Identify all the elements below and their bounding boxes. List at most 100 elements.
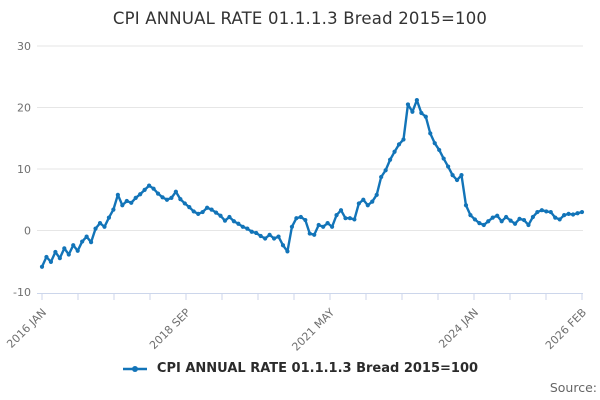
series-point[interactable] xyxy=(370,199,375,204)
series-point[interactable] xyxy=(227,214,232,220)
series-point[interactable] xyxy=(276,234,281,239)
series-point[interactable] xyxy=(93,226,98,231)
series-point[interactable] xyxy=(111,207,116,212)
series-point[interactable] xyxy=(570,212,576,217)
series-point[interactable] xyxy=(356,201,361,206)
series-point[interactable] xyxy=(423,114,428,119)
series-point[interactable] xyxy=(405,102,411,107)
series-point[interactable] xyxy=(414,98,419,103)
series-point[interactable] xyxy=(454,177,460,183)
series-point[interactable] xyxy=(463,203,469,208)
series-point[interactable] xyxy=(254,230,259,236)
series-point[interactable] xyxy=(155,191,161,196)
series-point[interactable] xyxy=(267,232,272,237)
series-point[interactable] xyxy=(245,226,250,231)
series-point[interactable] xyxy=(517,216,522,221)
series-point[interactable] xyxy=(392,149,397,154)
series-point[interactable] xyxy=(446,164,451,169)
series-point[interactable] xyxy=(263,236,268,241)
series-point[interactable] xyxy=(294,216,299,221)
series-point[interactable] xyxy=(53,249,58,255)
series-point[interactable] xyxy=(396,142,402,147)
series-point[interactable] xyxy=(249,229,254,234)
series-point[interactable] xyxy=(432,141,437,146)
series-point[interactable] xyxy=(173,189,178,194)
series-point[interactable] xyxy=(178,197,183,202)
series-point[interactable] xyxy=(289,224,295,229)
series-point[interactable] xyxy=(504,214,509,220)
series-point[interactable] xyxy=(106,215,112,220)
series-point[interactable] xyxy=(271,236,277,241)
series-point[interactable] xyxy=(512,221,518,226)
series-point[interactable] xyxy=(66,252,71,257)
series-point[interactable] xyxy=(535,209,540,215)
series-point[interactable] xyxy=(57,256,62,261)
series-point[interactable] xyxy=(343,216,348,221)
series-point[interactable] xyxy=(539,208,544,213)
series-point[interactable] xyxy=(365,203,370,208)
series-line[interactable] xyxy=(40,98,583,268)
series-point[interactable] xyxy=(196,211,201,216)
series-point[interactable] xyxy=(84,234,89,239)
series-point[interactable] xyxy=(472,217,477,222)
series-point[interactable] xyxy=(548,209,553,215)
series-point[interactable] xyxy=(557,217,562,222)
series-point[interactable] xyxy=(205,205,210,210)
series-point[interactable] xyxy=(459,173,464,178)
legend[interactable]: CPI ANNUAL RATE 01.1.1.3 Bread 2015=100 xyxy=(0,361,600,376)
series-point[interactable] xyxy=(209,207,214,212)
series-point[interactable] xyxy=(526,222,531,228)
series-point[interactable] xyxy=(182,201,187,206)
series-point[interactable] xyxy=(124,198,129,204)
series-point[interactable] xyxy=(544,209,549,214)
series-point[interactable] xyxy=(508,218,513,223)
series-point[interactable] xyxy=(521,217,527,223)
series-point[interactable] xyxy=(410,109,415,114)
series-point[interactable] xyxy=(160,195,165,200)
series-point[interactable] xyxy=(303,217,308,223)
series-point[interactable] xyxy=(316,222,321,228)
series-point[interactable] xyxy=(218,213,223,218)
series-point[interactable] xyxy=(325,221,330,226)
series-point[interactable] xyxy=(338,208,344,213)
series-point[interactable] xyxy=(187,205,192,210)
series-point[interactable] xyxy=(307,231,312,236)
series-point[interactable] xyxy=(499,219,504,224)
series-point[interactable] xyxy=(477,221,482,226)
series-point[interactable] xyxy=(151,186,156,191)
series-point[interactable] xyxy=(334,213,339,218)
series-point[interactable] xyxy=(164,197,170,202)
series-point[interactable] xyxy=(213,210,219,215)
series-point[interactable] xyxy=(142,187,147,193)
series-point[interactable] xyxy=(236,221,241,226)
series-point[interactable] xyxy=(401,137,406,142)
series-point[interactable] xyxy=(361,197,366,202)
series-point[interactable] xyxy=(71,243,76,248)
series-point[interactable] xyxy=(579,209,585,215)
series-point[interactable] xyxy=(553,215,558,220)
series-point[interactable] xyxy=(450,173,455,178)
series-point[interactable] xyxy=(566,211,571,216)
series-point[interactable] xyxy=(530,214,536,220)
series-point[interactable] xyxy=(298,214,303,220)
series-point[interactable] xyxy=(329,224,335,229)
series-point[interactable] xyxy=(240,224,245,229)
series-point[interactable] xyxy=(138,192,143,197)
series-point[interactable] xyxy=(191,209,196,214)
series-point[interactable] xyxy=(120,203,125,208)
series-point[interactable] xyxy=(133,195,138,201)
series-point[interactable] xyxy=(428,131,433,136)
series-point[interactable] xyxy=(419,110,424,116)
series-point[interactable] xyxy=(147,183,152,188)
series-point[interactable] xyxy=(481,222,486,228)
series-point[interactable] xyxy=(490,215,495,220)
series-point[interactable] xyxy=(374,192,379,197)
series-point[interactable] xyxy=(486,219,491,224)
series-point[interactable] xyxy=(129,200,134,205)
series-point[interactable] xyxy=(222,218,228,223)
series-point[interactable] xyxy=(75,248,80,253)
series-point[interactable] xyxy=(495,213,500,218)
series-point[interactable] xyxy=(388,157,393,162)
series-point[interactable] xyxy=(97,221,103,226)
series-point[interactable] xyxy=(62,246,67,251)
